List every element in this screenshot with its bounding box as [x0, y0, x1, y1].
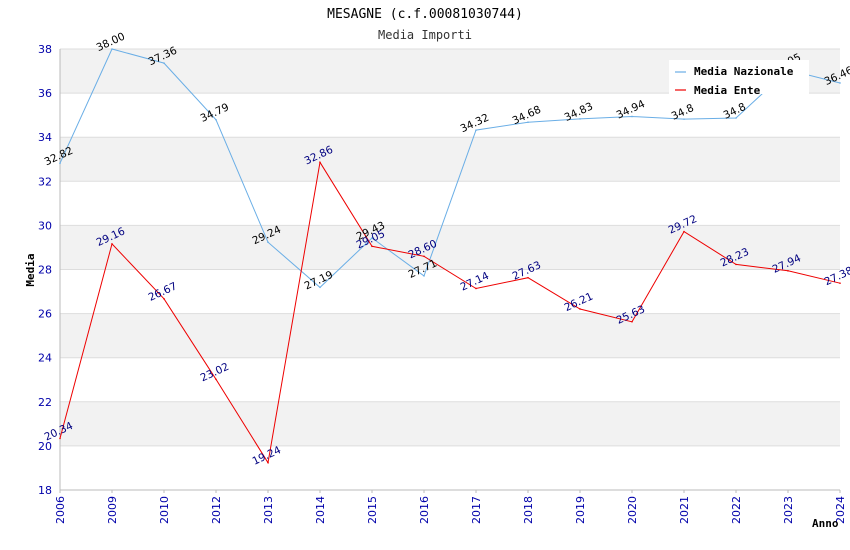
data-point [423, 255, 425, 258]
data-point [319, 286, 321, 289]
data-point [59, 162, 61, 165]
chart-subtitle: Media Importi [378, 28, 472, 42]
x-tick-label: 2023 [782, 496, 795, 524]
data-point [527, 121, 529, 124]
y-tick-label: 32 [38, 175, 52, 188]
data-point [111, 48, 113, 50]
data-point [579, 118, 581, 120]
data-point [839, 82, 841, 84]
y-tick-label: 38 [38, 43, 52, 56]
y-tick-label: 18 [38, 484, 52, 497]
x-tick-label: 2016 [418, 496, 431, 524]
data-point [735, 263, 737, 266]
data-point [631, 320, 633, 323]
data-point [111, 243, 113, 245]
data-point [475, 287, 477, 290]
data-point [267, 241, 269, 243]
series-line-media-ente [59, 160, 841, 465]
plot-band [60, 93, 840, 138]
data-point [475, 129, 477, 131]
x-tick-label: 2009 [106, 496, 119, 524]
data-point [163, 298, 165, 300]
data-point [631, 115, 633, 118]
y-tick-label: 36 [38, 87, 52, 100]
x-tick-label: 2019 [574, 496, 587, 524]
plot-band [60, 401, 840, 446]
axes [59, 49, 841, 493]
plot-band [60, 137, 840, 182]
data-point [527, 276, 529, 279]
x-tick-label: 2006 [54, 496, 67, 524]
plot-band [60, 313, 840, 358]
x-tick-label: 2020 [626, 496, 639, 524]
x-tick-label: 2024 [834, 496, 847, 524]
data-point [787, 270, 789, 272]
x-tick-label: 2015 [366, 496, 379, 524]
y-tick-label: 26 [38, 308, 52, 321]
x-tick-label: 2022 [730, 496, 743, 524]
data-point [267, 461, 269, 464]
data-point [163, 62, 165, 64]
legend-label-media-ente: Media Ente [694, 84, 761, 97]
series-lines [59, 48, 841, 465]
x-tick-label: 2010 [158, 496, 171, 524]
y-tick-label: 28 [38, 264, 52, 277]
data-point [839, 282, 841, 284]
data-point [215, 378, 217, 381]
data-point [683, 230, 685, 233]
legend: Media Nazionale Media Ente [669, 60, 809, 97]
plot-band [60, 357, 840, 402]
y-tick-label: 22 [38, 396, 52, 409]
y-tick-label: 30 [38, 219, 52, 232]
legend-box [669, 60, 809, 94]
data-point [59, 437, 61, 440]
x-axis-label: Anno [812, 517, 839, 530]
x-tick-label: 2013 [262, 496, 275, 524]
data-point [319, 161, 321, 164]
chart-title: MESAGNE (c.f.00081030744) [327, 7, 523, 22]
data-point [423, 275, 425, 277]
x-tick-label: 2021 [678, 496, 691, 524]
x-tick-label: 2018 [522, 496, 535, 524]
x-tick-label: 2012 [210, 496, 223, 524]
data-point [371, 237, 373, 239]
x-tick-label: 2014 [314, 496, 327, 524]
y-axis-label: Media [24, 253, 37, 286]
series-line-media-nazionale [59, 48, 841, 289]
y-tick-labels: 18 20 22 24 26 28 30 32 34 36 38 [38, 43, 52, 497]
data-point [683, 118, 685, 120]
data-point [371, 245, 373, 248]
y-tick-label: 24 [38, 352, 52, 365]
y-tick-label: 20 [38, 440, 52, 453]
plot-band [60, 445, 840, 490]
y-tick-label: 34 [38, 131, 52, 144]
plot-band [60, 269, 840, 314]
data-point [215, 118, 217, 121]
x-tick-label: 2017 [470, 496, 483, 524]
x-tick-labels: 2006 2009 2010 2012 2013 2014 2015 2016 2017 2018… [54, 496, 847, 524]
legend-label-media-nazionale: Media Nazionale [694, 65, 794, 78]
data-point [579, 308, 581, 310]
data-point [735, 117, 737, 119]
